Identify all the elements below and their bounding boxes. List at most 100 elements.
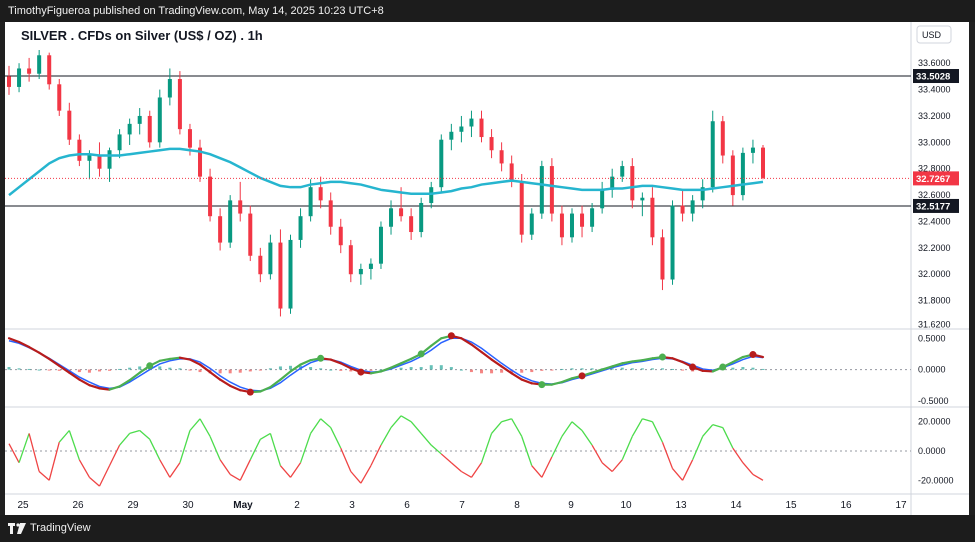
oscillator-line-segment xyxy=(510,372,523,381)
candle-body xyxy=(328,200,333,227)
oscillator-line-segment xyxy=(17,340,31,349)
oscillator2-line-segment xyxy=(249,438,261,461)
oscillator2-line-segment xyxy=(410,421,422,434)
candle-body xyxy=(67,110,72,140)
chart-svg[interactable]: USD33.600033.400033.200033.000032.800032… xyxy=(5,22,969,515)
oscillator-line-segment xyxy=(229,384,242,392)
oscillator2-line-segment xyxy=(440,453,452,464)
oscillator-line-segment xyxy=(48,357,61,367)
oscillator2-line-segment xyxy=(38,471,50,481)
oscillator-line-segment xyxy=(108,385,121,391)
histogram-bar xyxy=(118,368,122,370)
candle-body xyxy=(439,139,444,188)
oscillator2-line-segment xyxy=(501,418,512,423)
candle-body xyxy=(559,213,564,238)
candle-body xyxy=(449,131,454,140)
candle-body xyxy=(87,155,92,161)
oscillator-line-segment xyxy=(701,369,714,373)
oscillator2-line-segment xyxy=(531,465,543,478)
histogram-bar xyxy=(560,368,564,370)
histogram-bar xyxy=(27,368,31,370)
oscillator2-line-segment xyxy=(169,462,181,478)
oscillator-line-segment xyxy=(208,370,222,381)
oscillator-tick-label: 20.0000 xyxy=(918,417,951,427)
chart-area[interactable]: USD 33.6000 33.4000 33.2000 33.0000 32.8000 32… xyxy=(5,22,969,515)
signal-line xyxy=(8,337,764,392)
time-tick-label: 7 xyxy=(459,500,465,511)
histogram-bar xyxy=(47,369,51,371)
candle-body xyxy=(47,55,52,85)
histogram-bar xyxy=(198,369,202,373)
oscillator2-line-segment xyxy=(179,430,191,463)
oscillator2-line-segment xyxy=(260,432,271,440)
oscillator-line-segment xyxy=(7,337,21,344)
histogram-bar xyxy=(329,369,333,371)
oscillator-line-segment xyxy=(219,378,232,387)
cross-marker xyxy=(447,332,455,340)
time-tick-label: 2 xyxy=(294,500,300,511)
oscillator2-line-segment xyxy=(159,459,171,478)
histogram-bar xyxy=(138,366,142,370)
oscillator-line-segment xyxy=(671,357,684,364)
tradingview-logo-icon xyxy=(8,523,26,534)
candle-body xyxy=(539,166,544,214)
histogram-bar xyxy=(258,369,262,371)
candle-body xyxy=(650,197,655,238)
oscillator-line-segment xyxy=(339,362,352,370)
price-tick-label: 32.8000 xyxy=(918,164,951,174)
oscillator2-line-segment xyxy=(58,430,70,443)
candle-body xyxy=(37,55,42,74)
candle-body xyxy=(720,121,725,156)
histogram-bar xyxy=(248,369,252,372)
candle-body xyxy=(730,155,735,196)
time-tick-label: 9 xyxy=(568,500,574,511)
candle-body xyxy=(57,84,62,111)
candle-body xyxy=(187,129,192,148)
candle-body xyxy=(127,123,132,135)
oscillator-tick-label: -0.5000 xyxy=(918,396,949,406)
oscillator2-line-segment xyxy=(591,444,603,464)
candle-body xyxy=(549,166,554,214)
histogram-bar xyxy=(630,368,634,370)
candle-body xyxy=(389,208,394,227)
oscillator-line-segment xyxy=(279,370,292,381)
candle-body xyxy=(700,187,705,201)
oscillator2-line-segment xyxy=(320,418,332,429)
oscillator2-line-segment xyxy=(360,465,372,484)
candle-body xyxy=(368,263,373,269)
oscillator-line-segment xyxy=(631,359,644,363)
candle-body xyxy=(429,187,434,204)
candle-body xyxy=(97,155,102,169)
candle-body xyxy=(509,163,514,182)
publisher-text: TimothyFigueroa published on TradingView… xyxy=(8,5,384,17)
oscillator-line-segment xyxy=(299,359,312,366)
histogram-bar xyxy=(510,369,514,373)
oscillator2-line-segment xyxy=(752,473,764,481)
oscillator2-line-segment xyxy=(350,471,362,484)
oscillator2-line-segment xyxy=(702,424,714,437)
oscillator-line-segment xyxy=(500,365,513,375)
chart-title: SILVER . CFDs on Silver (US$ / OZ) . 1h xyxy=(21,28,263,43)
candle-body xyxy=(167,79,172,98)
oscillator-line-segment xyxy=(490,358,503,368)
candle-body xyxy=(620,166,625,177)
oscillator-line-segment xyxy=(460,337,473,346)
candle-body xyxy=(308,187,313,217)
candle-body xyxy=(660,237,665,280)
oscillator-line-segment xyxy=(198,363,212,374)
oscillator2-line-segment xyxy=(189,418,201,431)
oscillator-line-segment xyxy=(550,380,564,386)
oscillator2-line-segment xyxy=(8,443,20,464)
histogram-bar xyxy=(650,368,654,370)
histogram-bar xyxy=(37,369,41,371)
histogram-bar xyxy=(57,369,61,371)
oscillator2-line-segment xyxy=(511,418,523,437)
histogram-bar xyxy=(480,369,484,374)
candle-body xyxy=(409,216,414,233)
candle-body xyxy=(419,203,424,233)
footer-bar: TradingView xyxy=(0,515,975,542)
candle-body xyxy=(117,134,122,151)
oscillator2-line-segment xyxy=(199,418,211,437)
histogram-bar xyxy=(620,367,624,370)
